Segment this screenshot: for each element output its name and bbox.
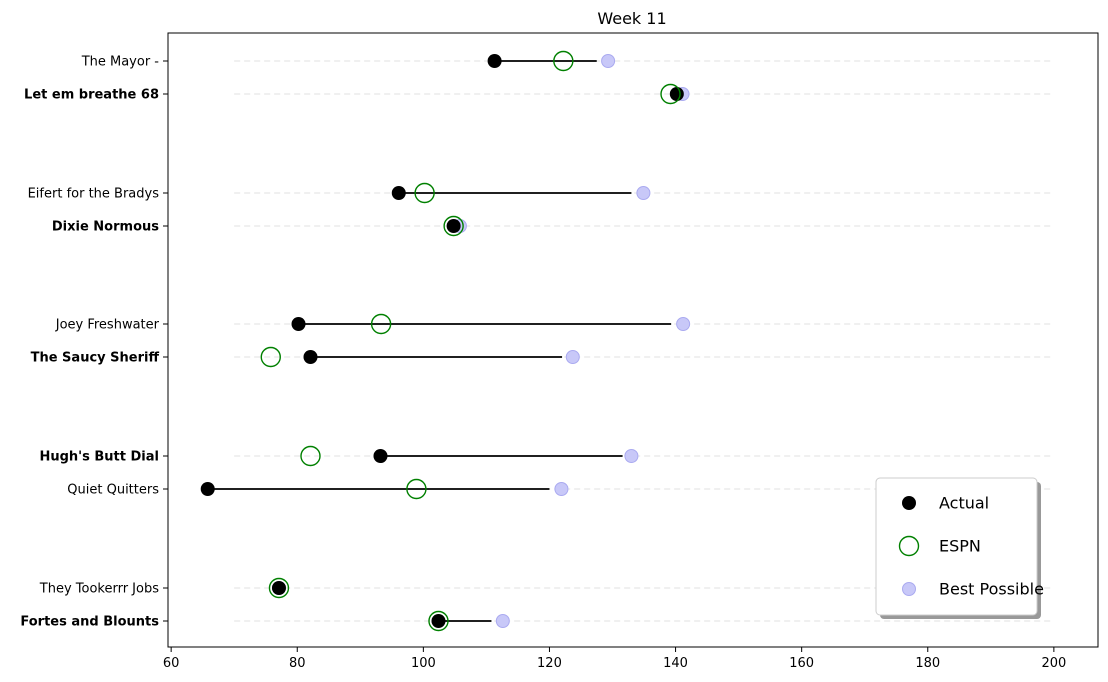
best-possible-point <box>495 614 510 628</box>
espn-point <box>260 346 281 368</box>
espn-point <box>370 313 392 335</box>
chart-title: Week 11 <box>597 9 666 28</box>
best-possible-point <box>636 186 651 200</box>
actual-point <box>303 350 318 364</box>
actual-point <box>200 482 215 496</box>
legend-box <box>875 477 1038 616</box>
espn-point <box>414 182 435 204</box>
x-tick-label: 140 <box>663 656 688 671</box>
espn-point <box>660 83 681 105</box>
y-tick-label: Eifert for the Bradys <box>28 187 160 202</box>
legend-label: Actual <box>939 494 989 513</box>
espn-point <box>268 577 290 599</box>
legend-label: Best Possible <box>939 580 1044 599</box>
lines-layer <box>207 60 672 622</box>
espn-point <box>428 610 449 632</box>
legend-marker-actual <box>902 496 916 510</box>
legend: Actual ESPN Best Possible <box>875 477 1044 619</box>
y-tick-label: Fortes and Blounts <box>20 615 159 630</box>
best-possible-point <box>676 317 691 331</box>
y-tick-label: Quiet Quitters <box>67 483 159 498</box>
x-tick-label: 60 <box>163 656 180 671</box>
legend-marker-espn <box>898 535 920 557</box>
actual-point <box>431 614 446 628</box>
legend-label: ESPN <box>939 537 981 556</box>
actual-point <box>391 186 406 200</box>
actual-point <box>271 581 286 595</box>
x-tick-label: 100 <box>411 656 436 671</box>
best-possible-point <box>565 350 580 364</box>
x-axis: 60 80 100 120 140 160 180 200 <box>163 647 1066 671</box>
points-layer <box>200 50 691 632</box>
actual-point <box>669 87 684 101</box>
y-tick-label: The Saucy Sheriff <box>31 351 160 366</box>
best-possible-point <box>554 482 569 496</box>
espn-point <box>553 50 574 72</box>
actual-point <box>487 54 502 68</box>
y-tick-label: The Mayor - <box>81 55 160 70</box>
y-tick-label: Joey Freshwater <box>55 318 160 333</box>
actual-point <box>373 449 388 463</box>
y-tick-label: Let em breathe 68 <box>24 88 159 103</box>
x-tick-label: 80 <box>289 656 306 671</box>
actual-point <box>446 219 461 233</box>
x-tick-label: 120 <box>537 656 562 671</box>
x-tick-label: 200 <box>1041 656 1066 671</box>
best-possible-point <box>624 449 639 463</box>
plot-frame <box>167 32 1099 648</box>
espn-point <box>406 478 427 500</box>
legend-marker-best <box>902 582 916 596</box>
actual-point <box>291 317 306 331</box>
y-tick-label: Hugh's Butt Dial <box>39 450 159 465</box>
espn-point <box>443 215 464 237</box>
espn-point <box>300 445 321 467</box>
best-possible-point <box>601 54 616 68</box>
x-tick-label: 180 <box>915 656 940 671</box>
y-tick-label: Dixie Normous <box>52 220 159 235</box>
x-tick-label: 160 <box>789 656 814 671</box>
y-axis: The Mayor - Let em breathe 68 Eifert for t… <box>20 55 168 630</box>
y-tick-label: They Tookerrr Jobs <box>39 582 159 597</box>
